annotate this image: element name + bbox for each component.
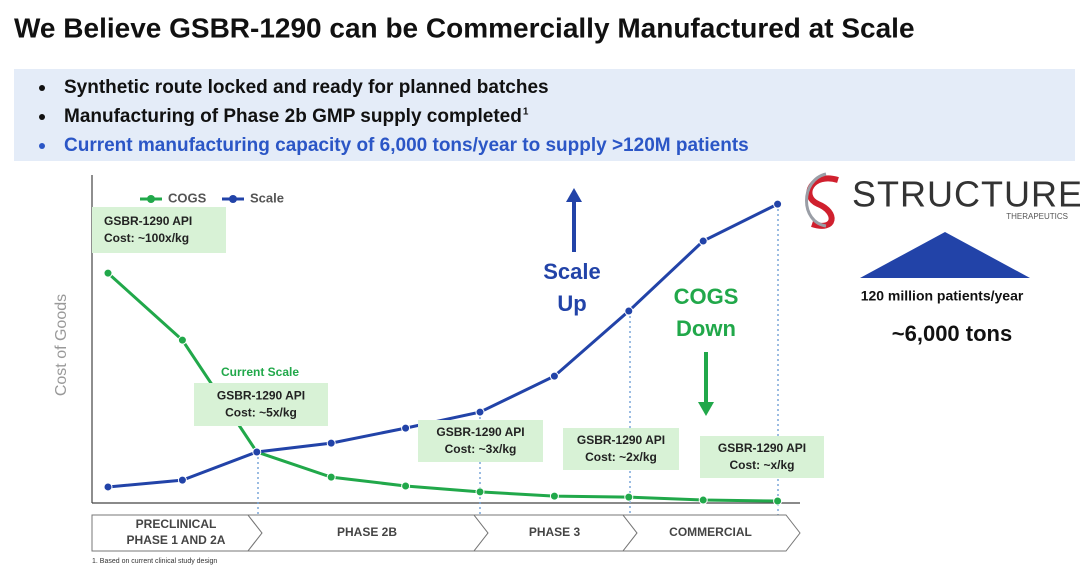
phase-chevron — [621, 514, 801, 552]
callout-text: Down — [676, 316, 736, 341]
annotation-caption: Current Scale — [221, 365, 299, 379]
bullet-text: Synthetic route locked and ready for pla… — [64, 77, 549, 98]
bullet-dot — [39, 85, 45, 91]
phase-label: PHASE 3 — [529, 525, 581, 539]
data-point — [624, 492, 634, 502]
cogs-down-arrow — [698, 352, 714, 416]
data-point — [698, 236, 708, 246]
data-point — [773, 199, 783, 209]
callout-text: Scale — [543, 259, 601, 284]
logo-name: STRUCTURE — [852, 174, 1080, 215]
bullet-text: Manufacturing of Phase 2b GMP supply com… — [64, 106, 522, 127]
data-point — [549, 371, 559, 381]
bullet-box — [14, 69, 1075, 161]
callout-text: Up — [557, 291, 586, 316]
annotation-text: GSBR-1290 API — [718, 441, 806, 455]
data-point — [475, 407, 485, 417]
annotation-text: Cost: ~2x/kg — [585, 450, 657, 464]
data-point — [326, 438, 336, 448]
data-point — [103, 482, 113, 492]
annotation-text: GSBR-1290 API — [577, 433, 665, 447]
phase-label: PRECLINICAL — [136, 517, 217, 531]
data-point — [401, 423, 411, 433]
callout-text: COGS — [674, 284, 739, 309]
footnote: 1. Based on current clinical study desig… — [92, 558, 217, 565]
scale-up-arrow — [566, 188, 582, 252]
bullet-text: Current manufacturing capacity of 6,000 … — [64, 135, 749, 156]
data-point — [177, 335, 187, 345]
annotation-box — [418, 420, 543, 462]
data-point — [698, 495, 708, 505]
legend-label: COGS — [168, 190, 207, 205]
capacity-patients: 120 million patients/year — [861, 288, 1024, 304]
data-point — [624, 306, 634, 316]
annotation-text: GSBR-1290 API — [217, 389, 305, 403]
annotation-box — [92, 207, 226, 253]
data-point — [177, 475, 187, 485]
footnote-ref: 1 — [523, 107, 529, 118]
capacity-tons: ~6,000 tons — [892, 321, 1012, 346]
logo-mark — [805, 172, 839, 229]
phase-label: COMMERCIAL — [669, 525, 752, 539]
slide-title: We Believe GSBR-1290 can be Commercially… — [14, 12, 915, 43]
legend-dot — [147, 195, 155, 203]
logo-sub: THERAPEUTICS — [1006, 212, 1068, 221]
annotation-box — [563, 428, 679, 470]
annotation-text: GSBR-1290 API — [104, 214, 192, 228]
legend-dot — [229, 195, 237, 203]
annotation-text: Cost: ~100x/kg — [104, 231, 189, 245]
guide-lines — [257, 204, 779, 515]
annotation-text: Cost: ~3x/kg — [445, 442, 517, 456]
annotation-text: GSBR-1290 API — [436, 425, 524, 439]
bullet-dot — [39, 143, 45, 149]
phase-label: PHASE 2B — [337, 525, 397, 539]
annotation-text: Cost: ~x/kg — [729, 458, 794, 472]
data-point — [252, 447, 262, 457]
y-axis-label: Cost of Goods — [53, 294, 70, 396]
bullet-dot — [39, 114, 45, 120]
data-point — [103, 268, 113, 278]
data-point — [401, 481, 411, 491]
capacity-triangle — [860, 232, 1030, 278]
annotation-box — [700, 436, 824, 478]
data-point — [773, 496, 783, 506]
annotation-box — [194, 383, 328, 426]
data-point — [326, 472, 336, 482]
data-point — [549, 491, 559, 501]
data-point — [475, 487, 485, 497]
annotation-text: Cost: ~5x/kg — [225, 406, 297, 420]
phase-label: PHASE 1 AND 2A — [127, 533, 226, 547]
legend-label: Scale — [250, 190, 284, 205]
